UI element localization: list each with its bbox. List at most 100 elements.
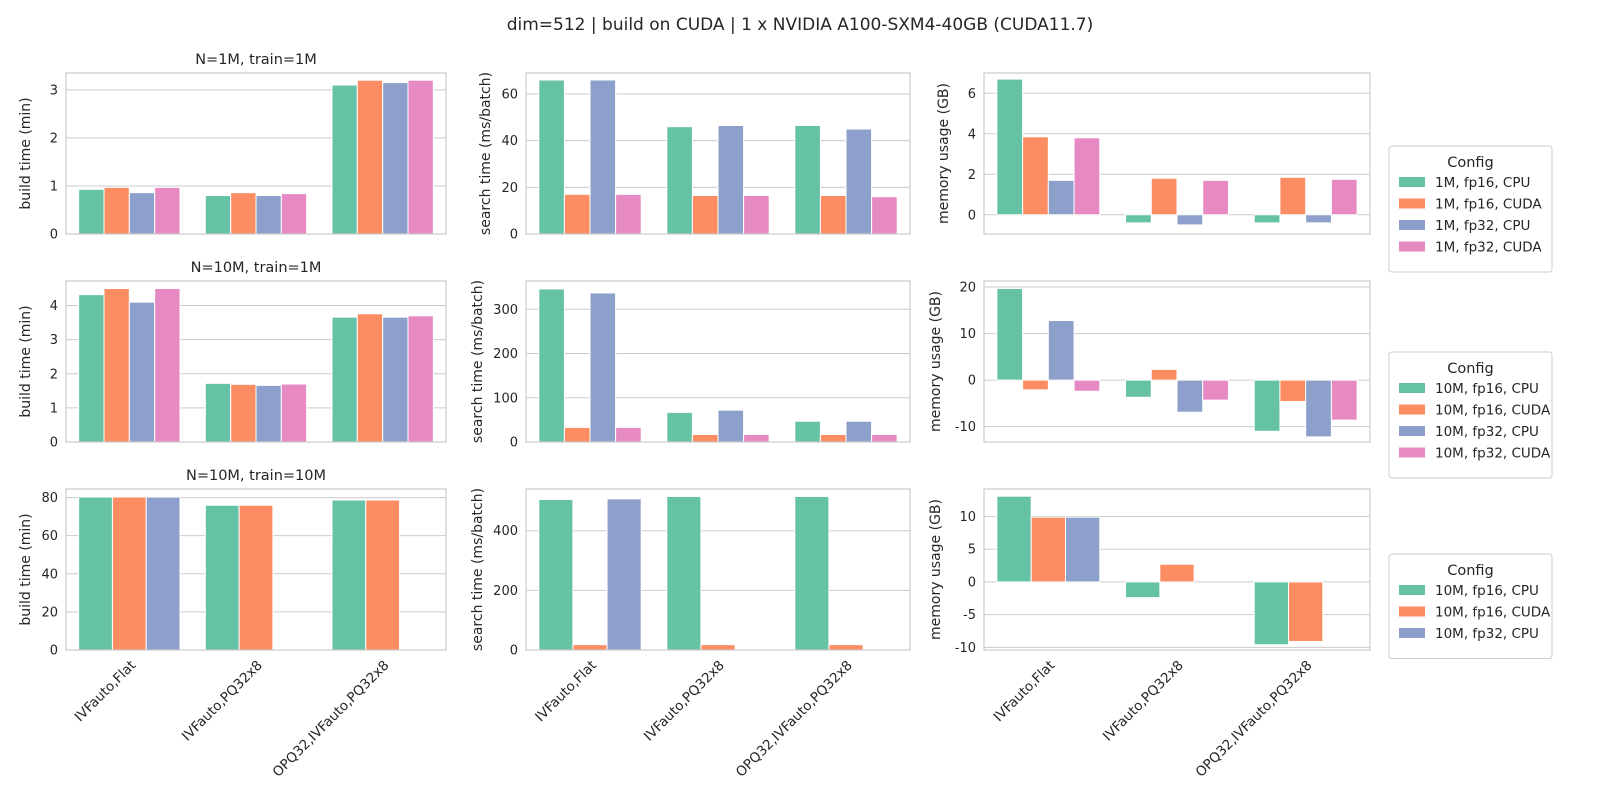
bar (145, 496, 181, 651)
bar (1176, 379, 1204, 413)
bar (606, 498, 642, 651)
y-axis-label: build time (min) (18, 305, 34, 417)
bar (1253, 581, 1290, 646)
bar (1305, 214, 1332, 224)
subplot-title: N=1M, train=1M (195, 52, 317, 68)
bar (1073, 137, 1101, 216)
bar (845, 420, 873, 443)
bar (111, 496, 147, 651)
bar (331, 499, 367, 651)
y-tick-label: 1 (50, 401, 58, 416)
bar (666, 495, 702, 651)
bar (1330, 379, 1358, 421)
legend-swatch (1399, 628, 1425, 638)
bar (589, 292, 617, 443)
bar (666, 411, 693, 443)
y-tick-label: 0 (510, 228, 518, 243)
y-tick-label: 4 (50, 299, 58, 314)
legend-frame (1388, 553, 1553, 659)
y-tick-label: 0 (50, 228, 58, 243)
y-tick-label: 200 (493, 347, 518, 362)
y-tick-label: 40 (41, 567, 58, 582)
bar (154, 186, 181, 235)
figure-title: dim=512 | build on CUDA | 1 x NVIDIA A10… (507, 15, 1094, 35)
legend-label: 10M, fp32, CPU (1435, 626, 1539, 642)
bar (407, 315, 434, 443)
subplot-r0-c0: 0 1 2 3 N=1M, train=1M build time (min) (18, 52, 447, 243)
bar (1202, 179, 1229, 216)
y-tick-label: 60 (41, 529, 58, 544)
x-tick-label: IVFauto,PQ32x8 (1100, 658, 1187, 745)
bar (280, 193, 308, 235)
y-tick-label: 0 (50, 644, 58, 659)
subplot-title: N=10M, train=1M (191, 260, 322, 276)
legend-swatch (1399, 220, 1425, 230)
y-tick-label: 4 (968, 127, 976, 142)
plot-frame (525, 488, 911, 651)
subplot-r2-c1: 0 200 400 search time (ms/batch) IVFauto,Fla… (470, 488, 911, 780)
bar (871, 196, 898, 235)
plot-frame (983, 72, 1371, 235)
bar (230, 192, 257, 235)
bar (996, 287, 1024, 381)
legend-swatch (1399, 585, 1425, 595)
legend-label: 10M, fp16, CPU (1435, 381, 1539, 397)
plot-frame (65, 488, 447, 651)
y-axis-label: search time (ms/batch) (478, 72, 494, 235)
bar (572, 644, 608, 651)
bar (563, 193, 591, 235)
y-axis-label: search time (ms/batch) (470, 280, 486, 443)
y-tick-label: 5 (968, 543, 976, 558)
bar (819, 433, 847, 443)
legend-label: 1M, fp32, CPU (1435, 218, 1530, 234)
y-tick-label: 2 (968, 168, 976, 183)
bar (1047, 320, 1075, 381)
legend-label: 10M, fp32, CPU (1435, 424, 1539, 440)
bar (1125, 581, 1161, 599)
bar (743, 195, 770, 235)
bar (1159, 563, 1195, 583)
bar (238, 504, 274, 651)
bar (743, 433, 770, 443)
bar (996, 495, 1032, 583)
bar (1279, 379, 1307, 403)
bar (356, 313, 384, 443)
bar (794, 495, 830, 651)
bar (1253, 214, 1281, 224)
y-axis-label: memory usage (GB) (936, 83, 952, 224)
bar (1305, 379, 1332, 438)
bar (1288, 581, 1324, 642)
bar (204, 195, 232, 235)
bar (996, 78, 1024, 216)
legend-row-2: Config 10M, fp16, CPU 10M, fp16, CUDA 10M, … (1388, 553, 1553, 659)
bar (1330, 178, 1358, 216)
bar (1125, 214, 1152, 224)
y-tick-label: 20 (959, 281, 976, 296)
x-tick-label: IVFauto,Flat (72, 658, 140, 726)
y-tick-label: 60 (501, 88, 518, 103)
y-tick-label: 20 (501, 181, 518, 196)
y-tick-label: -10 (955, 641, 976, 656)
x-tick-label: IVFauto,Flat (532, 658, 600, 726)
y-tick-label: 3 (50, 83, 58, 98)
plot-frame (525, 72, 911, 235)
bar (103, 186, 130, 235)
y-tick-label: -5 (963, 608, 976, 623)
legend-frame (1388, 145, 1553, 273)
y-tick-label: 300 (493, 303, 518, 318)
y-tick-label: 2 (50, 367, 58, 382)
legend-swatch (1399, 426, 1425, 436)
legend-swatch (1399, 177, 1425, 187)
y-tick-label: 40 (501, 134, 518, 149)
bar (154, 288, 181, 443)
bar (356, 79, 384, 235)
legend-label: 10M, fp32, CUDA (1435, 446, 1551, 462)
x-tick-label: OPQ32,IVFauto,PQ32x8 (270, 658, 393, 781)
bar (1279, 176, 1307, 216)
y-tick-label: 10 (959, 327, 976, 342)
bar (78, 188, 105, 235)
bar (1202, 379, 1229, 401)
legend-column: Config 1M, fp16, CPU 1M, fp16, CUDA 1M, fp3… (1388, 145, 1553, 659)
y-tick-label: 6 (968, 87, 976, 102)
